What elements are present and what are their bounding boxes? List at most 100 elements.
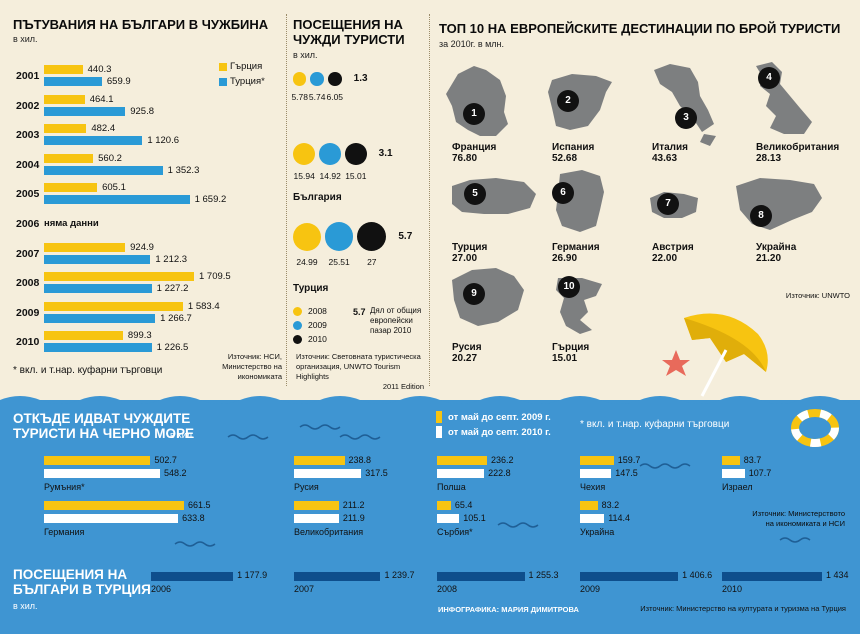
bar-greece — [44, 272, 194, 282]
rank-badge: 6 — [552, 182, 574, 204]
value-label-2009: 238.8 — [348, 455, 372, 465]
rank-badge: 4 — [758, 67, 780, 89]
legend-label-2008: 2008 — [308, 306, 327, 316]
lifebuoy-icon — [791, 409, 839, 447]
bubble — [344, 143, 367, 166]
bubble-value-label: 6.05 — [326, 91, 344, 102]
bar-2009 — [437, 501, 451, 510]
country-name: Франция — [452, 142, 497, 153]
value-label-turkey: 1 120.6 — [147, 135, 180, 147]
country-name: Германия — [552, 242, 600, 253]
value-label-2009: 502.7 — [154, 455, 177, 465]
bubble — [357, 222, 387, 252]
value-label-2010: 548.2 — [164, 468, 187, 478]
turkey-source: Източник: Министерство на културата и ту… — [640, 604, 846, 613]
bar-turkey-visits — [294, 572, 381, 581]
value-label: 1 434 — [826, 570, 849, 580]
middle-title-line: ЧУЖДИ ТУРИСТИ — [293, 32, 405, 47]
value-label-2009: 661.5 — [188, 500, 211, 510]
bubble-value-label: 14.92 — [319, 171, 341, 182]
year-label: 2006 — [151, 584, 172, 594]
bar-2010 — [294, 514, 339, 523]
country-value: 52.68 — [552, 153, 578, 164]
sea-country-name: Израел — [722, 482, 753, 492]
bar-turkey — [44, 77, 102, 86]
left-chart-title: ПЪТУВАНИЯ НА БЪЛГАРИ В ЧУЖБИНА — [13, 17, 269, 32]
sea-source: Източник: Министерството на икономиката … — [720, 509, 845, 529]
left-chart-unit: в хил. — [13, 34, 38, 44]
value-label-2009: 83.2 — [601, 500, 620, 510]
source-line: на икономиката и НСИ — [765, 519, 845, 528]
france-map — [446, 66, 508, 136]
bubble — [293, 143, 316, 166]
bubble — [327, 72, 342, 86]
middle-source: Източник: Световната туристическа органи… — [296, 352, 424, 392]
value-label-greece: 605.1 — [102, 182, 126, 194]
sea-country-name: Германия — [44, 527, 85, 537]
legend-label-greece: Гърция — [230, 61, 263, 72]
share-text-line: европейски — [370, 316, 413, 325]
share-label: 5.7 — [398, 230, 413, 242]
turkey-title: ПОСЕЩЕНИЯ НА БЪЛГАРИ В ТУРЦИЯ — [13, 567, 163, 597]
rank-badge: 10 — [558, 276, 580, 298]
value-label-2010: 107.7 — [748, 468, 772, 478]
rank-badge: 1 — [463, 103, 485, 125]
share-label: 3.1 — [378, 148, 393, 160]
value-label-2009: 211.2 — [342, 500, 365, 510]
value-label-2010: 633.8 — [182, 513, 205, 523]
source-line: Източник: Министерството — [752, 509, 845, 518]
legend-swatch-2008 — [293, 307, 302, 316]
bar-2009 — [294, 456, 345, 465]
legend-label-2010: от май до септ. 2010 г. — [448, 427, 551, 438]
sea-footnote: * вкл. и т.нар. куфарни търговци — [580, 419, 730, 430]
source-line: икономиката — [237, 372, 282, 381]
value-label-2010: 105.1 — [463, 513, 486, 523]
bar-2009 — [44, 456, 151, 465]
bubble-value-label: 15.01 — [345, 171, 367, 182]
bar-2010 — [437, 514, 460, 523]
left-chart-footnote: * вкл. и т.нар. куфарни търговци — [13, 365, 163, 376]
share-value: 5.7 — [353, 307, 366, 317]
bar-2009 — [294, 501, 339, 510]
umbrella-shadow — [684, 318, 766, 372]
umbrella-pole — [700, 349, 728, 397]
year-label: 2007 — [16, 247, 40, 260]
legend-swatch-2010 — [436, 426, 442, 438]
year-label: 2005 — [16, 188, 40, 201]
bar-greece — [44, 153, 94, 163]
value-label-turkey: 1 352.3 — [167, 164, 200, 176]
bubble-group-label: България — [293, 192, 342, 203]
middle-title-line: ПОСЕЩЕНИЯ НА — [293, 17, 403, 32]
share-text-line: пазар 2010 — [370, 326, 412, 335]
spain-map — [548, 74, 612, 130]
russia-map — [452, 268, 524, 326]
source-line: организация, UNWTO Tourism Highlights — [296, 362, 401, 381]
legend-swatch-2009 — [436, 411, 442, 423]
year-label: 2007 — [294, 584, 315, 594]
bar-turkey-visits — [151, 572, 234, 581]
bubble — [293, 72, 307, 86]
value-label-2009: 236.2 — [490, 455, 514, 465]
rank-badge: 8 — [750, 205, 772, 227]
bar-turkey — [44, 106, 126, 116]
bar-turkey — [44, 254, 151, 264]
source-line: Източник: Световната туристическа — [296, 352, 421, 361]
bar-greece — [44, 94, 85, 104]
value-label-2009: 159.7 — [617, 455, 641, 465]
value-label-greece: 899.3 — [127, 330, 152, 342]
legend-label-2009: 2009 — [308, 320, 327, 330]
value-label-2010: 317.5 — [365, 468, 388, 478]
year-label: 2008 — [437, 584, 458, 594]
value-label-2010: 114.4 — [608, 513, 631, 523]
value-label-turkey: 1 226.5 — [156, 342, 189, 354]
bubble-value-label: 15.94 — [293, 171, 315, 182]
year-label: 2010 — [16, 336, 40, 349]
starfish-icon — [662, 350, 690, 376]
share-text: Дял от общия европейски пазар 2010 — [370, 306, 421, 336]
year-label: 2004 — [16, 158, 40, 171]
bar-2009 — [722, 456, 740, 465]
bar-2010 — [437, 469, 485, 478]
value-label-turkey: 1 212.3 — [155, 253, 188, 265]
bar-turkey-visits — [580, 572, 679, 581]
turkey-title-line: БЪЛГАРИ В ТУРЦИЯ — [13, 582, 151, 597]
